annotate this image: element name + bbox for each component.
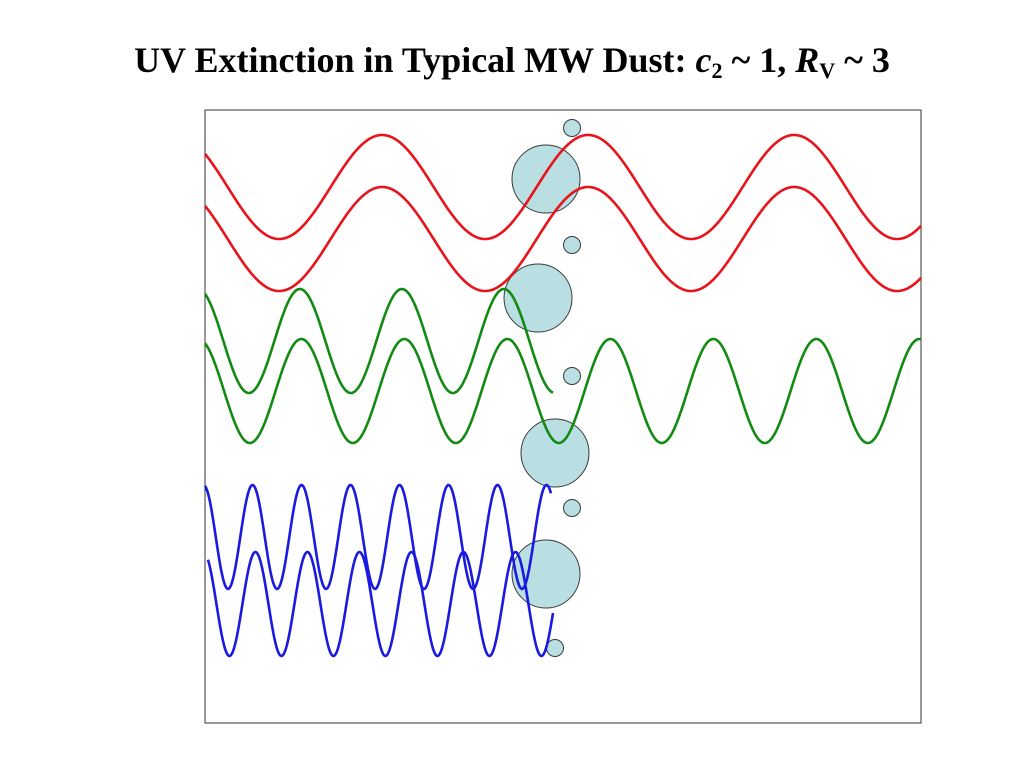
- blue-wave-upper: [203, 483, 553, 591]
- title-mid: ~ 1,: [722, 40, 796, 80]
- red-wave-lower: [204, 185, 922, 293]
- small-dust-grain-2: [563, 236, 581, 254]
- blue-wave-lower: [206, 550, 555, 658]
- red-wave-upper: [204, 133, 922, 241]
- large-dust-grain-3: [520, 418, 590, 488]
- small-dust-grain-5: [546, 639, 564, 657]
- title-tail: ~ 3: [835, 40, 890, 80]
- light-waves: [203, 133, 922, 658]
- small-dust-grain-4: [563, 499, 581, 517]
- title-var-r: R: [795, 40, 820, 80]
- slide-title: UV Extinction in Typical MW Dust: c2 ~ 1…: [0, 38, 1024, 82]
- large-dust-grain-1: [511, 144, 581, 214]
- small-dust-grain-1: [563, 119, 581, 137]
- title-lead: UV Extinction in Typical MW Dust:: [134, 40, 696, 80]
- green-wave-lower: [203, 337, 922, 445]
- title-var-c: c: [695, 40, 712, 80]
- large-dust-grain-4: [511, 539, 581, 609]
- green-wave-upper: [203, 287, 554, 395]
- title-sub-v: V: [819, 58, 836, 83]
- title-sub-2: 2: [711, 58, 723, 83]
- small-dust-grain-3: [563, 367, 581, 385]
